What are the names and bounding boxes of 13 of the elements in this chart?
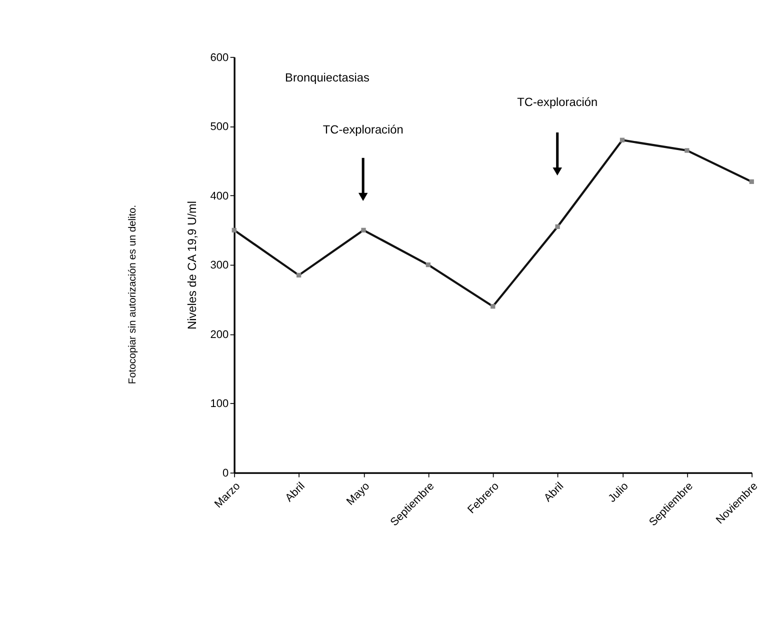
y-tick-label: 200 <box>210 328 229 341</box>
annotation: TC-exploración <box>517 95 598 110</box>
y-axis-title: Niveles de CA 19,9 U/ml <box>184 200 199 330</box>
y-tick-label: 400 <box>210 190 229 202</box>
annotation: TC-exploración <box>322 122 404 136</box>
x-tick-label: Julio <box>606 480 631 505</box>
y-tick-label: 600 <box>210 52 229 64</box>
y-tick-label: 0 <box>222 467 229 480</box>
text: Fotocopiar sin autorización es un delito. <box>128 204 139 384</box>
y-tick-label: 300 <box>210 260 229 272</box>
y-tick-label: 100 <box>210 398 229 410</box>
annotation: Bronquiectasias <box>285 70 370 85</box>
y-tick-label: 500 <box>210 121 229 134</box>
